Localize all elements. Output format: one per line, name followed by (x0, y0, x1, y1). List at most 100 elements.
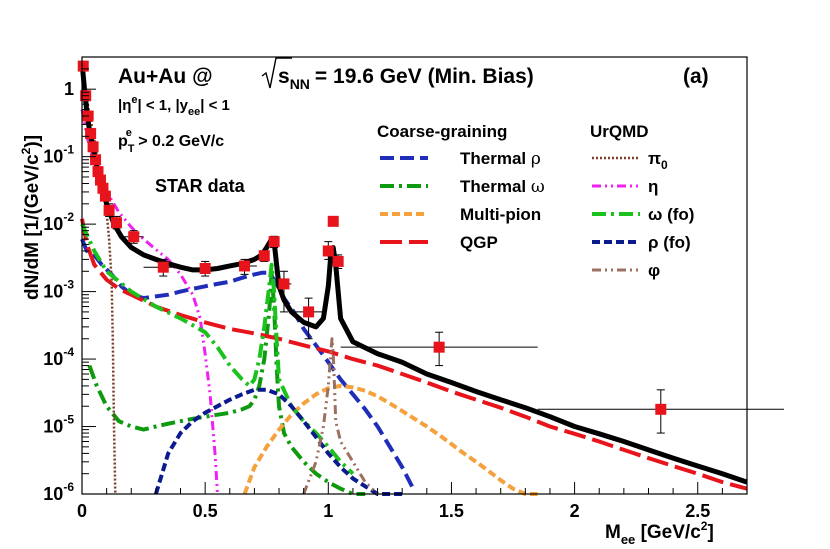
legend-label: Thermal ω (460, 177, 545, 197)
x-tick-label: 1.5 (439, 501, 464, 521)
data-point (293, 297, 324, 340)
data-marker (110, 217, 122, 229)
y-tick-label: 10-6 (43, 480, 74, 504)
axes-layer: 0 0.5 1 1.5 2 2.5 10-6 10-5 10-4 10-3 10-2 10-1 1 (43, 56, 723, 521)
data-marker (268, 236, 280, 248)
data-point (258, 250, 270, 262)
star-data-label: STAR data (155, 176, 246, 196)
data-marker (97, 182, 109, 194)
series-line-rho-fo (153, 387, 403, 496)
data-point (340, 331, 538, 367)
sqrt-sign (261, 57, 292, 89)
chart-title: Au+Au @ (118, 65, 213, 88)
data-point (332, 254, 344, 269)
data-marker (655, 403, 667, 415)
data-point (94, 174, 106, 186)
y-tick-label: 10-1 (43, 143, 74, 167)
data-point (232, 258, 257, 275)
legend-header-urqmd: UrQMD (590, 122, 649, 141)
data-marker (303, 306, 315, 318)
legend-label: ω (fo) (648, 205, 694, 224)
data-marker (94, 174, 106, 186)
legend-label: QGP (460, 233, 498, 252)
data-marker (103, 204, 115, 216)
series-line-multi-pion (242, 383, 538, 496)
data-marker (327, 215, 339, 227)
data-marker (278, 278, 290, 290)
panel-label: (a) (683, 65, 709, 88)
data-marker (157, 261, 169, 273)
series-line-thermal-omega (87, 270, 366, 496)
data-marker (90, 154, 102, 166)
y-tick-label: 10-3 (43, 278, 74, 302)
data-point (143, 258, 183, 277)
legend-entry-eta: η (592, 177, 658, 196)
data-point (268, 235, 280, 249)
legend-entry-pi0: π0 (592, 149, 668, 172)
data-point (110, 215, 122, 230)
legend-label: η (648, 177, 658, 196)
data-point (123, 230, 144, 244)
data-point (87, 141, 99, 153)
data-point (327, 215, 339, 227)
x-tick-label: 0 (77, 501, 87, 521)
eta-cut-label: |ηe| < 1, |yee| < 1 (118, 94, 230, 118)
data-marker (87, 141, 99, 153)
data-marker (85, 128, 97, 140)
data-marker (128, 231, 140, 243)
series-line-omega-fo (80, 223, 355, 476)
data-marker (332, 255, 344, 267)
chart-title-energy: sNN = 19.6 GeV (Min. Bias) (278, 65, 534, 92)
legend-label: ρ (fo) (648, 233, 691, 252)
legend-label: φ (648, 261, 660, 280)
legend-label: π0 (648, 149, 668, 172)
data-marker (199, 262, 211, 274)
series-line-qgp (80, 218, 748, 491)
legend-entry-thermal-rho: Thermal ρ (380, 149, 541, 169)
data-point (187, 260, 223, 277)
y-axis-title: dN/dM [1/(GeV/c2)] (19, 135, 43, 300)
legend-header-coarse-graining: Coarse-graining (377, 122, 507, 141)
legend-entry-qgp: QGP (380, 233, 498, 252)
legend-entry-omega-fo: ω (fo) (592, 205, 694, 224)
data-marker (433, 341, 445, 353)
y-tick-label: 10-5 (43, 413, 74, 437)
data-marker (92, 166, 104, 178)
legend: Thermal ρ Thermal ω Multi-pion QGP π0 η ω (fo)… (380, 149, 694, 280)
y-tick-label: 10-4 (43, 345, 74, 369)
x-tick-label: 0.5 (193, 501, 218, 521)
data-point (99, 190, 111, 202)
y-tick-label: 1 (64, 79, 74, 99)
data-marker (77, 60, 89, 72)
x-tick-label: 2.5 (685, 501, 710, 521)
data-points-layer (77, 60, 784, 434)
legend-entry-rho-fo: ρ (fo) (592, 233, 691, 252)
data-marker (239, 260, 251, 272)
data-point (90, 154, 102, 166)
x-tick-label: 1 (323, 501, 333, 521)
data-point (77, 60, 89, 72)
data-marker (258, 250, 270, 262)
plot-frame (81, 56, 748, 495)
x-tick-label: 2 (570, 501, 580, 521)
data-marker (99, 190, 111, 202)
data-point (537, 389, 784, 434)
legend-entry-phi: φ (592, 261, 660, 280)
legend-entry-thermal-omega: Thermal ω (380, 177, 545, 197)
data-point (85, 128, 97, 140)
data-point (103, 203, 115, 217)
series-line-thermal-rho (80, 238, 417, 493)
y-tick-label: 10-2 (43, 210, 74, 234)
data-point (322, 241, 334, 260)
data-point (92, 166, 104, 178)
legend-label: Multi-pion (460, 205, 541, 224)
x-axis-title: Mee [GeV/c2] (605, 519, 714, 547)
data-point (97, 182, 109, 194)
legend-label: Thermal ρ (460, 149, 541, 169)
series-line-phi (302, 337, 379, 496)
data-marker (322, 245, 334, 257)
pt-cut-label: pTe > 0.2 GeV/c (118, 127, 224, 155)
legend-entry-multi-pion: Multi-pion (380, 205, 541, 224)
